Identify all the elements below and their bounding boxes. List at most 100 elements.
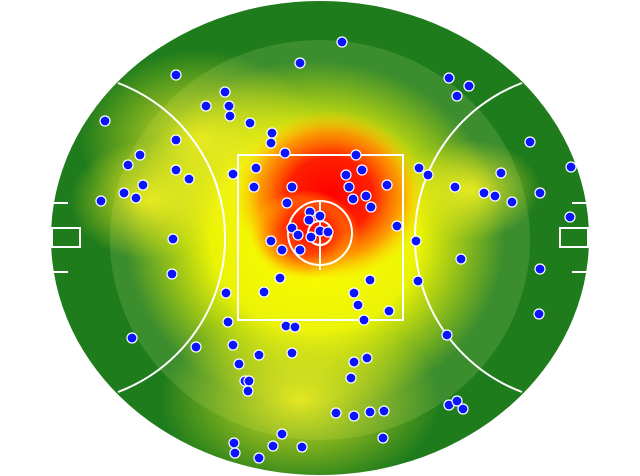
data-point — [276, 428, 288, 440]
data-point — [305, 231, 317, 243]
data-point — [167, 233, 179, 245]
data-point — [286, 222, 298, 234]
data-point — [451, 395, 463, 407]
data-point — [228, 437, 240, 449]
data-point — [122, 159, 134, 171]
data-point — [126, 332, 138, 344]
data-point — [463, 80, 475, 92]
data-point — [242, 385, 254, 397]
data-point — [348, 287, 360, 299]
data-point — [410, 235, 422, 247]
data-point — [350, 149, 362, 161]
data-point — [258, 286, 270, 298]
data-point — [330, 407, 342, 419]
data-point — [253, 452, 265, 464]
data-point — [183, 173, 195, 185]
data-point — [365, 201, 377, 213]
data-point — [289, 321, 301, 333]
data-point — [533, 308, 545, 320]
data-point — [347, 193, 359, 205]
data-point — [358, 314, 370, 326]
data-point — [348, 410, 360, 422]
data-point — [524, 136, 536, 148]
data-point — [224, 110, 236, 122]
data-point — [281, 197, 293, 209]
data-point — [200, 100, 212, 112]
data-point — [443, 72, 455, 84]
data-point — [340, 169, 352, 181]
data-point — [356, 164, 368, 176]
data-point — [294, 244, 306, 256]
data-point — [352, 299, 364, 311]
data-point — [267, 440, 279, 452]
data-point — [534, 263, 546, 275]
data-point — [276, 244, 288, 256]
data-point — [294, 57, 306, 69]
data-point — [265, 235, 277, 247]
data-point — [286, 181, 298, 193]
data-point — [303, 214, 315, 226]
data-point — [95, 195, 107, 207]
data-point — [250, 162, 262, 174]
data-point — [220, 287, 232, 299]
data-point — [564, 211, 576, 223]
data-point — [449, 181, 461, 193]
data-point — [227, 168, 239, 180]
data-point — [134, 149, 146, 161]
data-point — [243, 375, 255, 387]
data-point — [248, 181, 260, 193]
data-point — [118, 187, 130, 199]
data-point — [244, 117, 256, 129]
data-point — [457, 403, 469, 415]
data-point — [130, 192, 142, 204]
data-point — [292, 229, 304, 241]
data-point — [166, 268, 178, 280]
data-point — [265, 137, 277, 149]
data-point — [336, 36, 348, 48]
data-point — [489, 190, 501, 202]
data-point — [343, 181, 355, 193]
data-point — [253, 349, 265, 361]
data-point — [495, 167, 507, 179]
data-point — [378, 405, 390, 417]
data-point — [345, 372, 357, 384]
data-point — [227, 339, 239, 351]
data-point — [361, 352, 373, 364]
data-point — [190, 341, 202, 353]
data-point — [534, 187, 546, 199]
data-point — [274, 272, 286, 284]
data-point — [391, 220, 403, 232]
data-point — [413, 162, 425, 174]
data-point — [170, 164, 182, 176]
data-point — [279, 147, 291, 159]
data-point — [478, 187, 490, 199]
data-point — [455, 253, 467, 265]
data-point — [565, 161, 577, 173]
data-point — [296, 441, 308, 453]
data-point — [99, 115, 111, 127]
data-point — [170, 134, 182, 146]
data-point — [360, 190, 372, 202]
data-point — [506, 196, 518, 208]
data-point — [383, 305, 395, 317]
data-point — [377, 432, 389, 444]
data-point — [266, 127, 278, 139]
data-point — [170, 69, 182, 81]
data-point — [451, 90, 463, 102]
data-point — [222, 316, 234, 328]
data-point — [286, 347, 298, 359]
data-point — [314, 210, 326, 222]
data-point — [412, 275, 424, 287]
data-point — [233, 358, 245, 370]
data-point — [223, 100, 235, 112]
data-point — [364, 406, 376, 418]
data-point — [219, 86, 231, 98]
data-point — [348, 356, 360, 368]
data-point — [364, 274, 376, 286]
data-point — [229, 447, 241, 459]
data-point — [422, 169, 434, 181]
data-point — [441, 329, 453, 341]
data-point — [137, 179, 149, 191]
